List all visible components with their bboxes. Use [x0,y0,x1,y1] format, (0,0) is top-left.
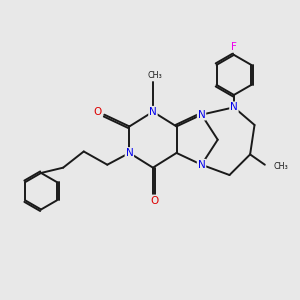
Text: O: O [150,196,158,206]
Text: N: N [125,148,133,158]
Text: N: N [149,107,157,117]
Text: CH₃: CH₃ [274,162,288,171]
Text: F: F [231,42,237,52]
Text: N: N [230,102,238,112]
Text: N: N [198,110,206,120]
Text: CH₃: CH₃ [148,71,163,80]
Text: O: O [94,107,102,117]
Text: N: N [198,160,206,170]
